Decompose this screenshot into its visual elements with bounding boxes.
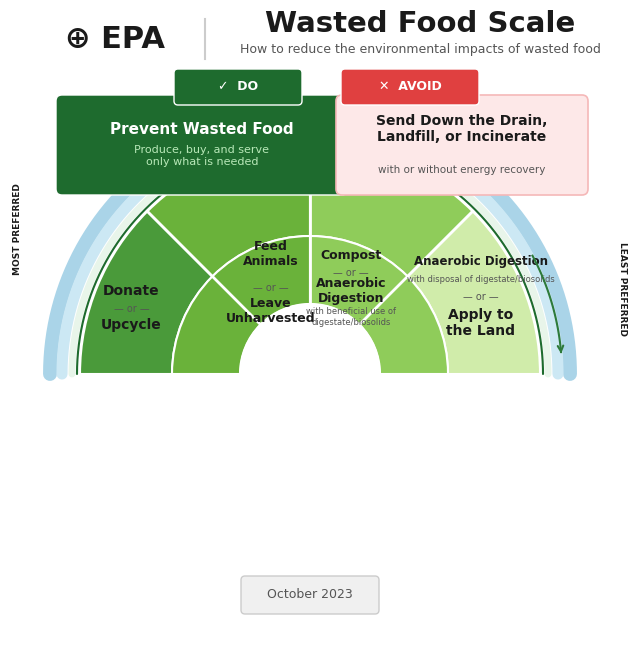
FancyBboxPatch shape bbox=[336, 95, 588, 195]
Text: Anaerobic
Digestion: Anaerobic Digestion bbox=[316, 277, 387, 305]
FancyBboxPatch shape bbox=[56, 95, 348, 195]
Wedge shape bbox=[147, 144, 310, 276]
Text: LEAST PREFERRED: LEAST PREFERRED bbox=[618, 242, 627, 336]
Text: ✕  AVOID: ✕ AVOID bbox=[379, 80, 442, 93]
Text: MOST PREFERRED: MOST PREFERRED bbox=[13, 183, 22, 275]
Text: ✓  DO: ✓ DO bbox=[218, 80, 258, 93]
Text: with or without energy recovery: with or without energy recovery bbox=[378, 165, 546, 175]
Text: Anaerobic Digestion: Anaerobic Digestion bbox=[413, 254, 548, 267]
Text: — or —: — or — bbox=[253, 284, 289, 293]
Text: — or —: — or — bbox=[113, 304, 149, 314]
Text: Feed
Animals: Feed Animals bbox=[243, 240, 298, 268]
Wedge shape bbox=[80, 212, 212, 374]
FancyBboxPatch shape bbox=[174, 69, 302, 105]
Wedge shape bbox=[310, 144, 472, 276]
Wedge shape bbox=[172, 236, 310, 374]
Wedge shape bbox=[310, 236, 448, 374]
Text: — or —: — or — bbox=[463, 292, 499, 302]
Text: — or —: — or — bbox=[333, 268, 369, 278]
Text: October 2023: October 2023 bbox=[267, 587, 353, 600]
Text: Donate: Donate bbox=[103, 284, 160, 298]
Text: Leave
Unharvested: Leave Unharvested bbox=[226, 297, 316, 325]
Text: Send Down the Drain,
Landfill, or Incinerate: Send Down the Drain, Landfill, or Incine… bbox=[376, 114, 548, 144]
Text: with beneficial use of
digestate/biosolids: with beneficial use of digestate/biosoli… bbox=[306, 308, 396, 326]
Text: Apply to
the Land: Apply to the Land bbox=[446, 308, 515, 338]
Wedge shape bbox=[408, 212, 540, 374]
Circle shape bbox=[240, 304, 380, 444]
Text: ⊕ EPA: ⊕ EPA bbox=[65, 25, 165, 53]
Text: Compost: Compost bbox=[321, 249, 382, 262]
FancyBboxPatch shape bbox=[341, 69, 479, 105]
Text: Upcycle: Upcycle bbox=[101, 318, 162, 332]
FancyBboxPatch shape bbox=[241, 576, 379, 614]
Text: Prevent Wasted Food: Prevent Wasted Food bbox=[110, 121, 294, 136]
Text: Wasted Food Scale: Wasted Food Scale bbox=[265, 10, 575, 38]
Text: Produce, buy, and serve
only what is needed: Produce, buy, and serve only what is nee… bbox=[134, 145, 269, 167]
Text: with disposal of digestate/biosolids: with disposal of digestate/biosolids bbox=[407, 275, 554, 284]
Text: How to reduce the environmental impacts of wasted food: How to reduce the environmental impacts … bbox=[239, 42, 600, 56]
